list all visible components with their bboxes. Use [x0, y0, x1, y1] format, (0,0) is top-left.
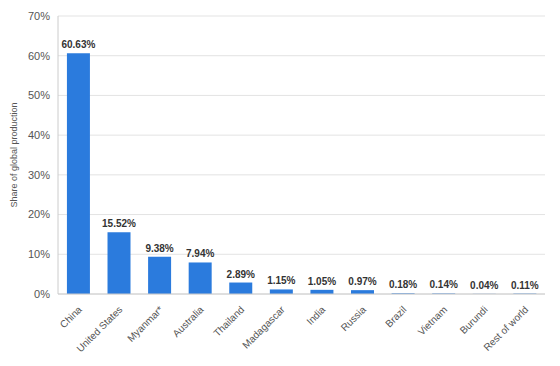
svg-text:0%: 0% [34, 288, 50, 300]
svg-text:Brazil: Brazil [383, 304, 408, 329]
svg-text:15.52%: 15.52% [102, 218, 136, 229]
svg-text:70%: 70% [28, 10, 50, 22]
svg-text:United States: United States [74, 304, 124, 354]
svg-text:India: India [304, 304, 327, 327]
svg-text:Vietnam: Vietnam [416, 304, 450, 338]
svg-text:China: China [58, 304, 85, 331]
svg-text:Myanmar*: Myanmar* [125, 304, 165, 344]
svg-text:0.04%: 0.04% [470, 280, 498, 291]
svg-text:7.94%: 7.94% [186, 248, 214, 259]
svg-text:2.89%: 2.89% [227, 269, 255, 280]
svg-text:Russia: Russia [339, 304, 369, 334]
svg-text:40%: 40% [28, 129, 50, 141]
svg-text:60%: 60% [28, 50, 50, 62]
svg-text:Madagascar: Madagascar [240, 303, 287, 350]
svg-text:1.05%: 1.05% [308, 276, 336, 287]
svg-text:0.11%: 0.11% [511, 280, 539, 291]
svg-text:0.18%: 0.18% [389, 279, 417, 290]
svg-text:50%: 50% [28, 89, 50, 101]
svg-text:Rest of world: Rest of world [481, 304, 530, 353]
svg-text:10%: 10% [28, 248, 50, 260]
svg-text:Burundi: Burundi [458, 304, 490, 336]
svg-text:30%: 30% [28, 169, 50, 181]
svg-text:20%: 20% [28, 208, 50, 220]
svg-text:Share of global production: Share of global production [9, 102, 19, 207]
svg-text:0.97%: 0.97% [348, 276, 376, 287]
svg-text:Australia: Australia [170, 304, 206, 340]
svg-text:9.38%: 9.38% [145, 243, 173, 254]
svg-text:1.15%: 1.15% [267, 275, 295, 286]
svg-text:0.14%: 0.14% [429, 279, 457, 290]
svg-text:Thailand: Thailand [211, 304, 246, 339]
svg-text:60.63%: 60.63% [61, 39, 95, 50]
